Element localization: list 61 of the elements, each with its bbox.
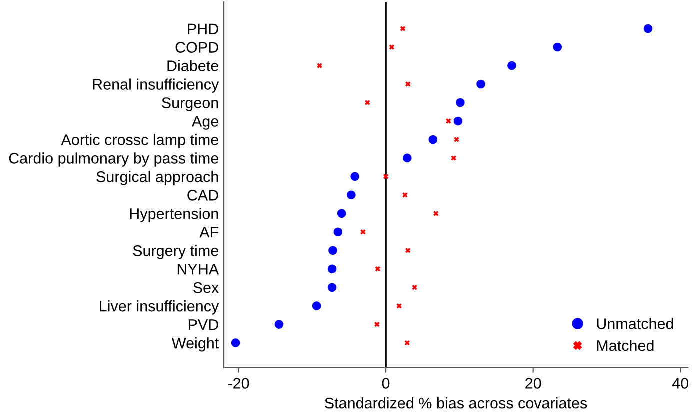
y-tick-label: Renal insufficiency: [93, 78, 220, 93]
legend-label: Unmatched: [597, 318, 674, 330]
y-tick-label: PHD: [188, 24, 218, 34]
point: [317, 63, 322, 68]
point: [374, 322, 380, 328]
point: [451, 156, 456, 161]
x-tick-label: 20: [526, 378, 542, 389]
point: [274, 320, 284, 329]
y-tick-label: PVD: [188, 320, 218, 330]
point: [406, 82, 411, 87]
y-tick-label: COPD: [176, 42, 218, 53]
point: [402, 192, 408, 198]
point: [389, 44, 395, 50]
point: [360, 230, 366, 235]
point: [383, 174, 389, 180]
point: [337, 209, 346, 218]
x-tick-label: 40: [672, 378, 689, 389]
point: [456, 98, 465, 108]
x-axis-title: Standardized % bias across covariates: [325, 398, 588, 409]
point: [312, 302, 322, 310]
point: [347, 190, 356, 200]
y-tick-label: Liver insufficiency: [100, 300, 220, 315]
x-tick-label: -20: [228, 378, 250, 389]
point: [404, 340, 410, 346]
point: [403, 154, 412, 163]
y-tick-label: Age: [192, 116, 218, 130]
point: [400, 26, 406, 32]
y-tick-label: Cardio pulmonary by pass time: [9, 152, 218, 167]
y-tick-label: Weight: [172, 338, 220, 352]
point: [434, 211, 439, 216]
point: [454, 116, 463, 126]
point: [428, 135, 438, 144]
point: [231, 338, 240, 348]
point: [644, 24, 653, 34]
point: [365, 100, 370, 106]
y-tick-label: Hypertension: [130, 208, 218, 222]
point: [476, 80, 486, 89]
point: [446, 118, 452, 124]
legend-label: Matched: [597, 340, 654, 352]
y-tick-label: Sex: [194, 282, 219, 294]
x-tick-label: 0: [382, 378, 390, 389]
y-tick-label: Surgery time: [133, 245, 218, 260]
y-tick-label: Diabete: [168, 60, 218, 72]
y-tick-label: NYHA: [178, 264, 220, 275]
y-tick-label: Surgeon: [162, 98, 218, 112]
point: [328, 283, 337, 292]
point: [412, 284, 418, 290]
point: [508, 61, 516, 70]
point: [406, 248, 411, 254]
point: [328, 246, 338, 256]
point: [328, 264, 337, 274]
point: [350, 172, 360, 182]
y-tick-label: AF: [200, 227, 219, 238]
point: [396, 303, 402, 309]
y-tick-label: CAD: [188, 190, 218, 201]
point: [553, 42, 562, 52]
point: [375, 266, 381, 272]
point: [334, 228, 343, 237]
point: [454, 137, 460, 142]
y-tick-label: Aortic crossc lamp time: [61, 134, 218, 148]
y-tick-label: Surgical approach: [96, 171, 218, 186]
